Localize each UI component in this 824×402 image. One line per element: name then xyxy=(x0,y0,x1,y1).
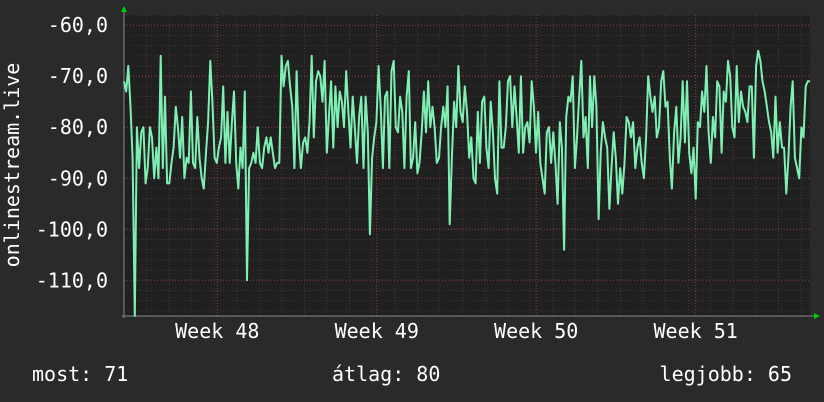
y-tick-label: -80,0 xyxy=(48,115,108,139)
stat-average: átlag: 80 xyxy=(332,362,441,386)
stat-best: legjobb: 65 xyxy=(659,362,792,386)
y-tick-label: -60,0 xyxy=(48,13,108,37)
y-axis-ticks: -60,0 -70,0 -80,0 -90,0 -100,0 -110,0 xyxy=(36,13,108,292)
y-tick-label: -110,0 xyxy=(36,268,108,292)
plot-area xyxy=(124,15,810,316)
y-axis-label: onlinestream.live xyxy=(0,63,24,268)
x-tick-label: Week 49 xyxy=(335,319,419,343)
y-tick-label: -100,0 xyxy=(36,217,108,241)
series-line xyxy=(123,49,810,317)
x-tick-label: Week 51 xyxy=(654,319,738,343)
stat-current: most: 71 xyxy=(32,362,129,386)
x-tick-label: Week 50 xyxy=(494,319,578,343)
y-tick-label: -90,0 xyxy=(48,166,108,190)
x-tick-label: Week 48 xyxy=(175,319,259,343)
y-tick-label: -70,0 xyxy=(48,64,108,88)
x-axis-ticks: Week 48 Week 49 Week 50 Week 51 xyxy=(175,319,738,343)
x-axis-arrow xyxy=(814,313,820,319)
y-axis-arrow xyxy=(121,6,127,12)
series-line-group xyxy=(123,49,810,317)
